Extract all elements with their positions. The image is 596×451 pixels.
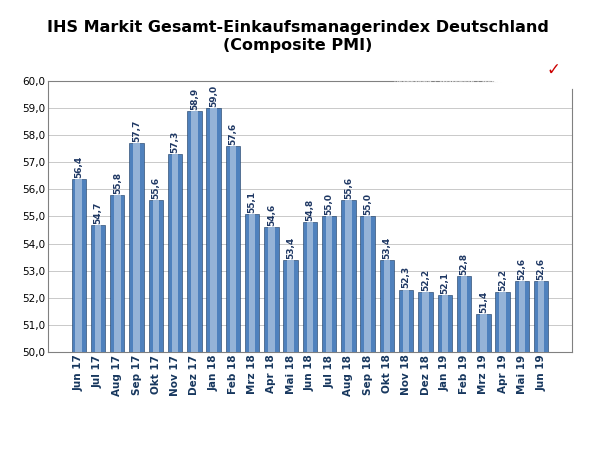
Bar bbox=[461, 276, 467, 352]
Bar bbox=[534, 281, 548, 352]
Bar bbox=[110, 195, 125, 352]
Bar bbox=[168, 154, 182, 352]
Bar bbox=[422, 292, 429, 352]
Bar bbox=[399, 290, 414, 352]
Text: 53,4: 53,4 bbox=[383, 236, 392, 259]
Text: 59,0: 59,0 bbox=[209, 85, 218, 107]
Bar bbox=[538, 281, 544, 352]
Text: 57,7: 57,7 bbox=[132, 120, 141, 143]
Text: stockstreet.de: stockstreet.de bbox=[399, 50, 508, 63]
Circle shape bbox=[477, 46, 596, 89]
Bar bbox=[365, 216, 371, 352]
Bar bbox=[284, 260, 298, 352]
Text: 52,6: 52,6 bbox=[517, 258, 526, 281]
Bar bbox=[361, 216, 375, 352]
Text: 54,7: 54,7 bbox=[94, 201, 103, 224]
Bar bbox=[264, 227, 278, 352]
Bar bbox=[442, 295, 448, 352]
Text: 55,6: 55,6 bbox=[151, 177, 160, 199]
Text: 55,6: 55,6 bbox=[344, 177, 353, 199]
Text: 55,0: 55,0 bbox=[325, 193, 334, 216]
Bar bbox=[287, 260, 294, 352]
Bar bbox=[229, 146, 236, 352]
Text: 53,4: 53,4 bbox=[286, 236, 295, 259]
Text: unabhängig • strategisch • trefflicher: unabhängig • strategisch • trefflicher bbox=[394, 80, 513, 85]
Bar bbox=[437, 295, 452, 352]
Bar bbox=[95, 225, 101, 352]
Bar bbox=[129, 143, 144, 352]
Bar bbox=[226, 146, 240, 352]
Text: ✓: ✓ bbox=[547, 61, 561, 79]
Bar bbox=[342, 200, 356, 352]
Bar bbox=[326, 216, 333, 352]
Text: 52,3: 52,3 bbox=[402, 267, 411, 289]
Bar bbox=[403, 290, 409, 352]
Text: 55,1: 55,1 bbox=[247, 191, 257, 213]
Text: IHS Markit Gesamt-Einkaufsmanagerindex Deutschland: IHS Markit Gesamt-Einkaufsmanagerindex D… bbox=[47, 20, 549, 35]
Text: 57,3: 57,3 bbox=[170, 131, 179, 153]
Text: 52,1: 52,1 bbox=[440, 272, 449, 294]
Bar bbox=[114, 195, 120, 352]
Bar bbox=[480, 314, 486, 352]
Bar bbox=[495, 292, 510, 352]
Bar bbox=[206, 108, 221, 352]
Text: (Composite PMI): (Composite PMI) bbox=[224, 38, 372, 53]
Bar bbox=[210, 108, 217, 352]
Bar bbox=[345, 200, 352, 352]
Bar bbox=[91, 225, 105, 352]
Text: 52,2: 52,2 bbox=[498, 269, 507, 291]
Text: 54,8: 54,8 bbox=[305, 198, 315, 221]
Bar bbox=[307, 222, 313, 352]
Text: 58,9: 58,9 bbox=[190, 87, 199, 110]
Bar bbox=[384, 260, 390, 352]
Bar bbox=[187, 111, 201, 352]
Bar bbox=[476, 314, 491, 352]
Bar bbox=[153, 200, 159, 352]
Bar bbox=[76, 179, 82, 352]
Text: 52,2: 52,2 bbox=[421, 269, 430, 291]
Bar bbox=[418, 292, 433, 352]
Text: 52,6: 52,6 bbox=[536, 258, 545, 281]
Bar bbox=[514, 281, 529, 352]
Text: 55,8: 55,8 bbox=[113, 172, 122, 194]
Bar bbox=[72, 179, 86, 352]
Text: 52,8: 52,8 bbox=[460, 253, 468, 275]
Bar bbox=[191, 111, 198, 352]
Bar bbox=[268, 227, 275, 352]
Text: 51,4: 51,4 bbox=[479, 290, 488, 313]
Text: 57,6: 57,6 bbox=[228, 123, 237, 145]
Text: 56,4: 56,4 bbox=[74, 155, 83, 178]
Bar bbox=[148, 200, 163, 352]
Text: 55,0: 55,0 bbox=[363, 193, 372, 216]
Text: 54,6: 54,6 bbox=[267, 204, 276, 226]
Bar bbox=[249, 214, 255, 352]
Bar bbox=[499, 292, 506, 352]
Bar bbox=[380, 260, 394, 352]
Bar bbox=[303, 222, 317, 352]
Bar bbox=[457, 276, 471, 352]
Bar bbox=[134, 143, 140, 352]
Bar bbox=[245, 214, 259, 352]
Bar bbox=[172, 154, 178, 352]
Bar bbox=[322, 216, 336, 352]
Bar bbox=[519, 281, 525, 352]
